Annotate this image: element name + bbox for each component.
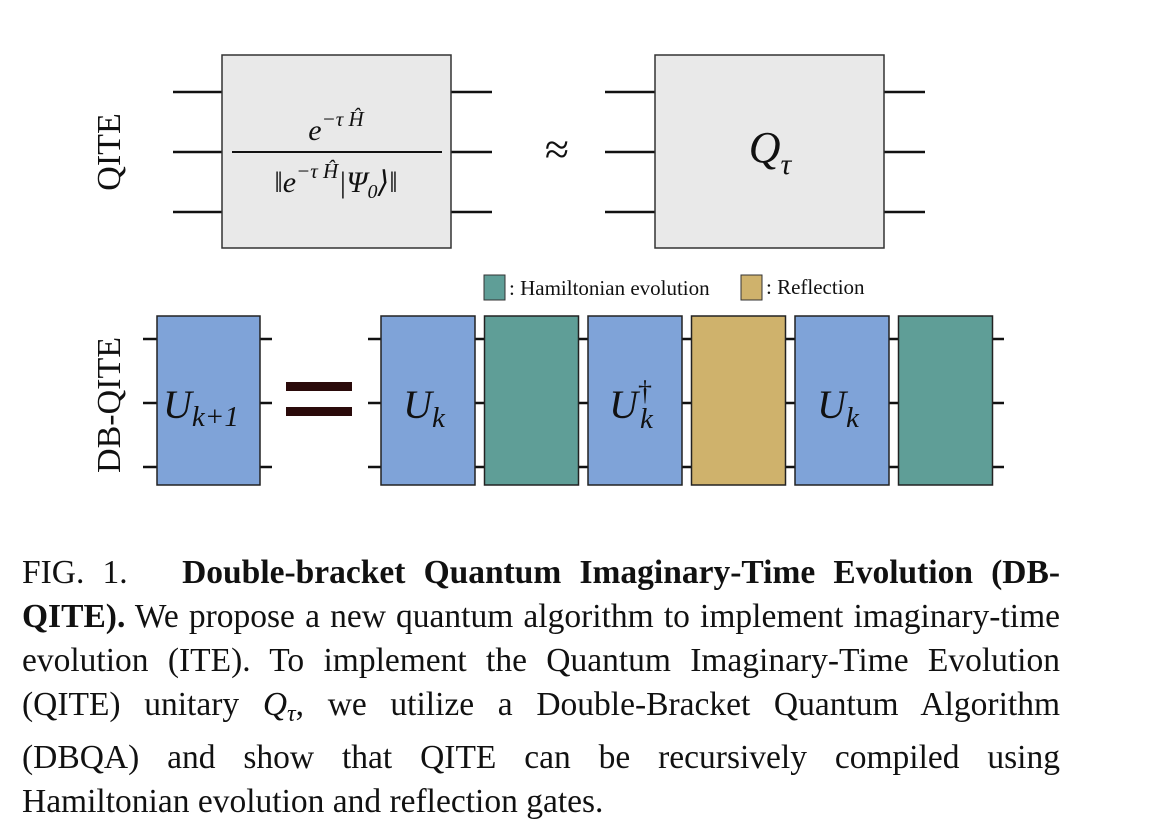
q-tau-label: Qτ bbox=[749, 123, 793, 181]
row-label-db-qite: DB-QITE bbox=[91, 337, 128, 473]
gate-unitary-1 bbox=[380, 315, 476, 486]
gate-reflection-4 bbox=[690, 315, 787, 486]
circuit-figure: QITE DB-QITE e−τ Ĥ ‖e−τ Ĥ|Ψ0⟩‖ ≈ Qτ : Ha… bbox=[91, 54, 1004, 486]
legend: : Hamiltonian evolution : Reflection bbox=[483, 274, 865, 301]
legend-label-hamiltonian: : Hamiltonian evolution bbox=[509, 276, 710, 300]
equals-sign bbox=[286, 382, 352, 416]
caption-body-2: , we utilize a Double-Bracket Quantum Al… bbox=[22, 686, 1060, 821]
gate-unitary-5 bbox=[794, 315, 890, 486]
gate-label-5: Uk bbox=[817, 382, 860, 434]
rhs-gate-sequence: Uk U† k Uk bbox=[380, 315, 994, 486]
qite-denominator: ‖e−τ Ĥ|Ψ0⟩‖ bbox=[274, 159, 397, 203]
gate-label-3: U† k bbox=[609, 376, 654, 435]
qite-wires-left bbox=[173, 90, 492, 214]
caption-body-1: We propose a new quantum algorithm to im… bbox=[22, 598, 1060, 723]
q-tau-box bbox=[654, 54, 885, 249]
legend-label-reflection: : Reflection bbox=[766, 275, 865, 299]
figure-caption: FIG. 1. Double-bracket Quantum Imaginary… bbox=[22, 551, 1060, 824]
gate-unitary-3 bbox=[587, 315, 683, 486]
qite-numerator: e−τ Ĥ bbox=[308, 107, 365, 147]
lhs-gate-u-k-plus-1 bbox=[156, 315, 261, 486]
legend-swatch-reflection bbox=[740, 274, 763, 301]
q-tau-wires bbox=[605, 90, 925, 214]
gate-hamiltonian-2 bbox=[483, 315, 580, 486]
caption-fig-label: FIG. 1. bbox=[22, 554, 128, 591]
legend-swatch-hamiltonian bbox=[483, 274, 506, 301]
caption-math-q: Qτ bbox=[262, 686, 296, 728]
lhs-wires bbox=[143, 337, 272, 469]
caption-title: Double-bracket Quantum Imaginary-Time Ev… bbox=[22, 554, 1061, 635]
approx-symbol: ≈ bbox=[545, 125, 569, 174]
row-label-qite: QITE bbox=[91, 113, 128, 190]
lhs-gate-label: Uk+1 bbox=[163, 382, 239, 433]
gate-hamiltonian-6 bbox=[897, 315, 994, 486]
gate-label-1: Uk bbox=[403, 382, 446, 434]
